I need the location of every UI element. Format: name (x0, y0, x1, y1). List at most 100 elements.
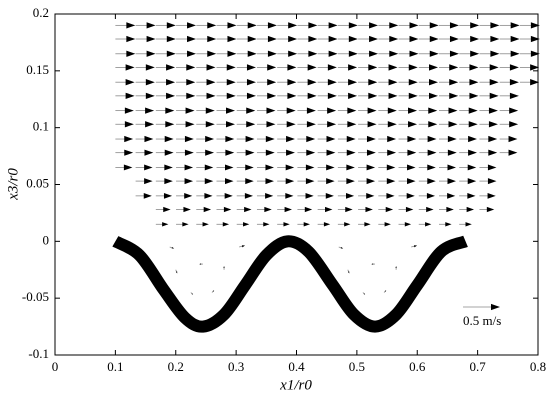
x-tick-label: 0.8 (530, 359, 546, 374)
vector-head (145, 121, 155, 128)
vector-head (204, 178, 214, 185)
vector-head (207, 35, 217, 43)
vector (155, 149, 174, 156)
vector-head (348, 50, 358, 57)
vector-head (408, 107, 418, 114)
vector (277, 178, 295, 185)
vector-head (427, 178, 436, 185)
vector (216, 92, 236, 99)
vector-head (449, 50, 459, 57)
vector (317, 178, 335, 185)
vector-head (186, 92, 196, 99)
vector (459, 164, 477, 171)
vector-head (164, 135, 174, 143)
vector-head (326, 178, 335, 185)
vector (358, 193, 375, 199)
vector-head (327, 107, 337, 114)
vector-head (245, 135, 255, 143)
vector-head (285, 164, 295, 171)
vector-head (369, 22, 379, 29)
vector (398, 79, 418, 86)
vector (438, 178, 457, 185)
vector-head (413, 245, 418, 248)
vector-head (163, 206, 171, 213)
vector (317, 79, 337, 86)
vector (297, 178, 315, 185)
vector-head (468, 135, 477, 143)
vector (479, 107, 498, 114)
vector (155, 92, 176, 99)
vector-head (326, 135, 336, 143)
vector (337, 164, 355, 171)
x-tick-label: 0.6 (409, 359, 426, 374)
vector-head (227, 22, 237, 29)
vector (362, 292, 366, 295)
vector-head (241, 245, 246, 248)
vector (418, 178, 436, 185)
vector (378, 222, 391, 227)
vector-head (123, 164, 133, 171)
vector-head (426, 206, 434, 213)
vector (317, 206, 333, 213)
vector (378, 121, 397, 128)
vector (297, 135, 316, 143)
vector-head (207, 22, 217, 29)
vector (418, 79, 438, 86)
vector-head (468, 121, 478, 128)
vector-head (245, 164, 254, 171)
vector-head (225, 149, 235, 156)
vector (297, 107, 316, 114)
vector (236, 135, 255, 143)
vector (317, 92, 337, 99)
x-tick-label: 0.1 (107, 359, 123, 374)
vector (317, 222, 331, 227)
vector (196, 50, 217, 57)
vector-head (146, 50, 156, 57)
y-tick-label: 0 (43, 232, 50, 247)
vector-head (408, 64, 418, 71)
vector (499, 149, 518, 156)
vector-head (387, 121, 397, 128)
vector (175, 269, 178, 274)
vector (176, 50, 197, 57)
vector-head (509, 92, 519, 99)
vector-head (448, 121, 458, 128)
vector (216, 79, 236, 86)
vector-head (144, 178, 153, 185)
vector-head (224, 193, 233, 199)
vector (236, 22, 257, 29)
vector-head (487, 193, 496, 199)
vector-head (447, 135, 457, 143)
vector-head (490, 35, 500, 43)
vector-head (366, 178, 376, 185)
vector (459, 135, 477, 143)
vector (358, 79, 378, 86)
vector (277, 64, 297, 71)
vector (398, 121, 418, 128)
vector (317, 64, 337, 71)
vector (135, 178, 153, 185)
vector-head (226, 121, 236, 128)
vector (479, 50, 500, 57)
vector (297, 92, 317, 99)
vector (115, 121, 134, 128)
vector-head (367, 107, 377, 114)
vector (115, 22, 136, 29)
vector (337, 178, 355, 185)
vector-head (166, 79, 176, 86)
vector-head (246, 64, 256, 71)
vector-head (186, 79, 196, 86)
vector-head (165, 107, 175, 114)
vector-head (205, 107, 215, 114)
vector (256, 206, 272, 213)
vector (216, 193, 233, 199)
vector-head (225, 178, 234, 185)
vector-head (344, 222, 351, 227)
vector (378, 79, 398, 86)
vector (519, 35, 540, 43)
vector (337, 79, 358, 86)
vector (155, 193, 173, 199)
vector (256, 193, 274, 199)
vector (135, 149, 154, 156)
vector (317, 193, 334, 199)
